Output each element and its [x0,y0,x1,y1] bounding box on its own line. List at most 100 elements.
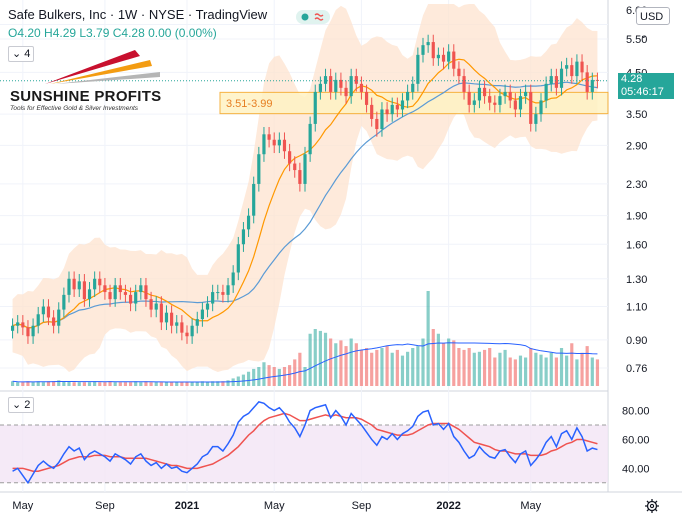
candle-body [272,139,276,146]
volume-bar [390,352,394,386]
chevron-down-icon: ⌄ [640,30,648,40]
candle [149,291,153,318]
volume-bar [395,349,399,386]
currency-select[interactable]: USD ⌄ [636,7,670,40]
volume-bar [503,349,507,386]
candle-body [472,100,476,105]
candle-body [26,327,30,337]
price-axis-label: 1.60 [626,239,647,251]
volume-bar [570,343,574,386]
candle-body [339,79,343,88]
volume-bar [36,381,40,386]
candle-body [72,278,76,290]
chart-title: Safe Bulkers, Inc · 1W · NYSE · TradingV… [8,7,268,22]
volume-bar [329,338,333,386]
volume-bar [498,352,502,386]
volume-bar [211,381,215,386]
candle-body [62,294,66,310]
rsi-indicators-toggle[interactable]: ⌄ 2 [8,397,35,413]
candle-body [195,319,199,326]
volume-bar [544,357,548,386]
candle [175,315,179,334]
volume-bar [585,346,589,386]
candle-body [282,139,287,152]
volume-bar [559,348,564,386]
volume-bar [118,382,122,386]
candle [406,84,410,109]
candle-body [21,322,25,328]
volume-bar [82,382,86,386]
settings-gear-icon[interactable] [644,498,660,514]
price-axis-label: 0.76 [626,363,647,375]
candle [441,47,446,70]
candle [488,88,492,111]
candle [344,80,348,104]
volume-ma-line [12,342,598,383]
candle-body [482,87,487,97]
candle [10,318,15,339]
candle [329,68,333,100]
indicators-toggle[interactable]: ⌄ 4 [8,46,35,62]
candle-body [375,118,379,130]
volume-bar [406,351,410,386]
candle-body [580,61,584,73]
candle [349,68,353,104]
candle-body [503,91,507,97]
candle [252,176,256,224]
volume-bar [364,348,369,386]
candle [585,65,589,100]
volume-bar [113,382,117,386]
candle-body [570,65,574,77]
ohlc-readout: O4.20 H4.29 L3.79 C4.28 0.00 (0.00%) [8,26,217,40]
candle-body [108,292,112,300]
candle [62,287,66,318]
volume-bar [200,381,204,386]
candle [395,97,399,118]
candle-body [52,317,56,326]
candle [277,132,281,154]
candle [26,320,30,344]
candle [534,106,538,132]
candle [400,93,405,118]
price-axis-label: 3.50 [626,109,647,121]
candle [457,61,461,84]
candle [190,318,194,344]
volume-bar [16,382,20,386]
candle-body [16,322,20,326]
candle [313,84,317,132]
time-axis-label: Sep [95,500,115,512]
candle-body [164,312,169,323]
candle-body [390,104,394,115]
time-axis-label: May [264,500,285,512]
price-axis-label: 5.50 [626,34,647,46]
candle [462,68,466,100]
volume-bar [313,329,317,386]
candle [108,284,112,307]
candle-body [303,154,307,184]
candle [308,116,312,162]
volume-bar [26,381,30,386]
volume-bar [308,333,312,386]
volume-bar [262,362,266,386]
candle [128,287,133,312]
volume-bar [524,357,528,386]
candle-body [128,294,133,304]
price-axis-label: 0.90 [626,335,647,347]
candle-body [354,76,358,84]
volume-bar [93,381,97,386]
candle-body [31,325,35,337]
candle-body [313,91,317,124]
volume-bar [467,348,471,386]
candle [57,302,61,334]
chevron-down-icon: ⌄ [12,399,22,411]
volume-bar [221,381,225,386]
volume-bar [205,382,210,386]
candle-body [421,45,425,55]
candle [16,315,20,334]
volume-bar [252,368,256,386]
candle [508,84,512,109]
support-zone-label: 3.51-3.99 [226,98,272,110]
candle-body [585,72,589,92]
time-axis-label: May [12,500,33,512]
